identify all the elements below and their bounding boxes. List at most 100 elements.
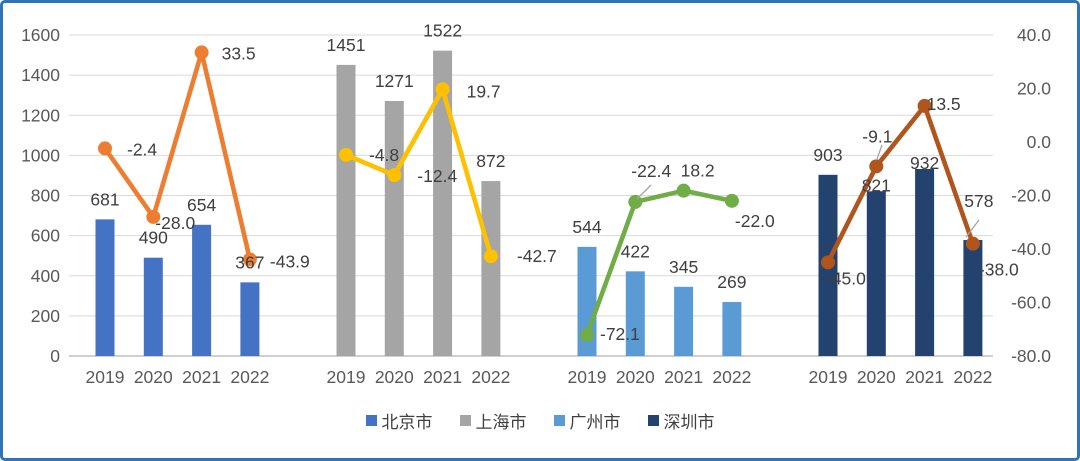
x-axis-label: 2021 (664, 367, 703, 387)
bar-label-深圳市-2019: 903 (813, 145, 842, 165)
point-上海市-2020 (387, 168, 402, 183)
x-axis-label: 2021 (423, 367, 462, 387)
combo-chart: 0 200 400 600 800 1000 1200 1400 1600 -80.0 -60.0 -… (21, 21, 1052, 387)
bar-label-上海市-2022: 872 (476, 151, 505, 171)
legend-swatch-guangzhou (553, 415, 565, 426)
bar-label-上海市-2021: 1522 (423, 21, 462, 41)
label-leader-line (636, 184, 652, 200)
x-axis-label: 2022 (230, 367, 269, 387)
x-axis-label: 2022 (953, 367, 992, 387)
point-label-上海市-2021: 19.7 (467, 81, 501, 101)
point-北京市-2019 (98, 141, 112, 156)
bar-label-深圳市-2021: 932 (910, 153, 939, 173)
right-axis-tick: -80.0 (1011, 346, 1051, 366)
bar-label-广州市-2022: 269 (717, 272, 746, 292)
point-上海市-2021 (435, 82, 450, 97)
point-label-北京市-2019: -2.4 (127, 139, 157, 159)
bar-label-北京市-2021: 654 (187, 195, 216, 215)
x-axis-label: 2019 (809, 367, 848, 387)
legend-item-beijing: 北京市 (365, 408, 433, 433)
bar-广州市-2019 (577, 246, 597, 356)
bar-label-北京市-2020: 490 (139, 228, 168, 248)
point-label-深圳市-2019: -45.0 (826, 268, 866, 288)
bar-上海市-2022 (481, 181, 501, 356)
bar-上海市-2020 (384, 101, 404, 357)
point-label-北京市-2022: -43.9 (270, 251, 310, 271)
bar-北京市-2021 (192, 224, 212, 356)
left-axis-tick: 400 (31, 266, 60, 286)
point-label-上海市-2019: -4.8 (369, 145, 399, 165)
bar-北京市-2022 (240, 282, 260, 356)
bar-广州市-2022 (722, 302, 742, 356)
bar-label-深圳市-2022: 578 (964, 191, 993, 211)
bar-label-北京市-2022: 367 (235, 252, 264, 272)
x-axis-label: 2020 (857, 367, 896, 387)
bar-label-上海市-2020: 1271 (375, 71, 414, 91)
x-axis-label: 2020 (616, 367, 655, 387)
point-广州市-2020 (628, 194, 643, 209)
point-深圳市-2020 (869, 159, 884, 174)
growth-line-上海市 (343, 87, 494, 259)
point-label-上海市-2022: -42.7 (517, 246, 557, 266)
left-axis-tick: 0 (50, 346, 60, 366)
bar-广州市-2020 (625, 271, 645, 356)
bar-label-广州市-2019: 544 (572, 217, 601, 237)
legend-item-guangzhou: 广州市 (553, 408, 621, 433)
point-上海市-2019 (339, 147, 353, 162)
point-北京市-2020 (146, 209, 161, 224)
legend-swatch-shanghai (459, 415, 471, 426)
point-label-深圳市-2022: -38.0 (979, 260, 1019, 280)
bar-深圳市-2020 (866, 191, 886, 356)
growth-line-广州市 (584, 188, 735, 338)
point-广州市-2019 (580, 327, 594, 342)
point-广州市-2021 (676, 183, 691, 198)
legend-item-shenzhen: 深圳市 (647, 408, 715, 433)
point-北京市-2021 (194, 45, 209, 60)
bar-上海市-2019 (336, 64, 356, 356)
left-axis-tick: 200 (31, 306, 60, 326)
bar-广州市-2021 (674, 286, 694, 356)
legend-label-shenzhen: 深圳市 (663, 413, 715, 432)
legend-item-shanghai: 上海市 (459, 408, 527, 433)
point-label-深圳市-2021: 13.5 (927, 94, 961, 114)
bar-label-深圳市-2020: 821 (862, 175, 891, 195)
right-axis-tick: -40.0 (1011, 239, 1051, 259)
legend-swatch-shenzhen (647, 415, 659, 426)
right-axis-tick: 40.0 (1017, 25, 1051, 45)
point-label-广州市-2020: -22.4 (631, 161, 671, 181)
legend-swatch-beijing (365, 415, 377, 426)
left-axis-tick: 800 (31, 186, 60, 206)
point-label-广州市-2021: 18.2 (681, 161, 715, 181)
right-axis-tick: 0.0 (1027, 132, 1052, 152)
bar-label-广州市-2021: 345 (669, 257, 698, 277)
label-leader-line (965, 219, 980, 238)
left-axis-tick: 1000 (21, 145, 60, 165)
point-深圳市-2019 (821, 255, 835, 270)
x-axis-label: 2019 (327, 367, 366, 387)
bar-北京市-2020 (143, 257, 163, 356)
x-axis-label: 2022 (471, 367, 510, 387)
x-axis-label: 2020 (375, 367, 414, 387)
bar-北京市-2019 (95, 219, 115, 356)
left-axis-tick: 1200 (21, 105, 60, 125)
legend-label-beijing: 北京市 (381, 413, 433, 432)
point-label-深圳市-2020: -9.1 (862, 126, 892, 146)
point-北京市-2022 (242, 252, 257, 267)
bar-label-北京市-2019: 681 (90, 189, 119, 209)
right-axis-tick: -20.0 (1011, 186, 1051, 206)
x-axis-label: 2019 (86, 367, 125, 387)
bar-label-上海市-2019: 1451 (327, 35, 366, 55)
chart-legend: 北京市 上海市 广州市 深圳市 (3, 408, 1077, 433)
bar-深圳市-2021 (915, 169, 935, 356)
right-axis-tick: -60.0 (1011, 293, 1051, 313)
x-axis-label: 2021 (182, 367, 221, 387)
left-axis-tick: 1600 (21, 25, 60, 45)
legend-label-shanghai: 上海市 (475, 413, 527, 432)
growth-line-北京市 (102, 50, 253, 262)
point-label-上海市-2020: -12.4 (417, 166, 457, 186)
point-label-广州市-2022: -22.0 (735, 211, 775, 231)
growth-line-深圳市 (825, 103, 976, 265)
right-axis-tick: 20.0 (1017, 79, 1051, 99)
point-深圳市-2022 (965, 236, 980, 251)
